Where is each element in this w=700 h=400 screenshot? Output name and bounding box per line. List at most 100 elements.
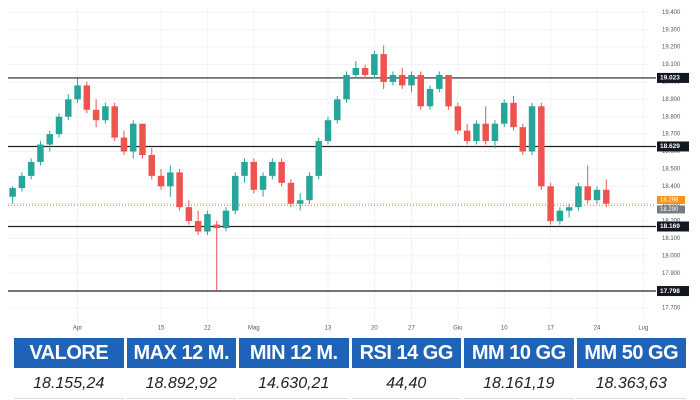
x-tick-label: 22 — [204, 326, 211, 332]
candle-body — [176, 172, 183, 208]
candle-body — [519, 127, 527, 152]
candle-body — [603, 189, 610, 204]
candle-body — [46, 134, 53, 145]
level-label: 18.169 — [660, 223, 680, 230]
candle-body — [398, 74, 406, 86]
stats-table: VALORE MAX 12 M. MIN 12 M. RSI 14 GG MM 10 G… — [14, 338, 686, 399]
candle-body — [222, 210, 230, 229]
level-tag — [657, 72, 689, 83]
candle-body — [463, 130, 471, 142]
candle-body — [9, 188, 16, 197]
candle-body — [102, 106, 109, 121]
table-header: VALORE — [14, 338, 124, 368]
candle-body — [417, 74, 424, 107]
candle-body — [167, 172, 174, 187]
y-tick-label: 17.900 — [662, 271, 681, 277]
level-tag — [657, 221, 689, 232]
candle-body — [352, 68, 360, 75]
y-tick-label: 19.400 — [662, 10, 681, 16]
table-value: 18.892,92 — [126, 368, 236, 399]
x-tick-label: 24 — [594, 326, 601, 332]
candle-body — [315, 141, 322, 176]
candle-body — [593, 189, 601, 201]
table-value: 18.363,63 — [576, 368, 686, 399]
candle-body — [306, 175, 313, 201]
x-tick-label: Apr — [73, 326, 82, 332]
candle-body — [278, 161, 285, 183]
level-label: 19.023 — [660, 75, 680, 82]
candle-body — [129, 123, 137, 152]
candle-body — [584, 186, 591, 201]
table-header: MAX 12 M. — [126, 338, 236, 368]
x-tick-label: Giu — [453, 326, 462, 332]
candle-body — [287, 182, 295, 204]
candle-body — [250, 161, 258, 190]
candle-body — [241, 161, 248, 176]
candle-body — [380, 54, 387, 82]
candle-body — [27, 161, 35, 176]
table-value: 44,40 — [351, 368, 461, 399]
candle-body — [445, 74, 452, 107]
candle-body — [185, 207, 193, 222]
candle-body — [120, 137, 128, 152]
candle-body — [510, 102, 517, 128]
y-tick-label: 19.200 — [662, 45, 681, 51]
candle-body — [500, 102, 508, 124]
candle-body — [371, 54, 378, 75]
y-tick-label: 18.900 — [662, 97, 681, 103]
y-tick-label: 18.600 — [662, 149, 681, 155]
candle-body — [343, 74, 350, 100]
table-header: MM 50 GG — [576, 338, 686, 368]
candle-body — [111, 106, 118, 138]
table-value: 14.630,21 — [239, 368, 349, 399]
x-tick-label: 17 — [547, 326, 554, 332]
level-tag — [657, 286, 689, 297]
level-tag — [657, 141, 689, 152]
candle-body — [389, 74, 397, 82]
y-tick-label: 18.400 — [662, 184, 681, 190]
candle-body — [148, 154, 156, 176]
candle-body — [194, 221, 202, 232]
candle-body — [18, 175, 26, 189]
price-label: 18.298 — [660, 198, 679, 204]
candle-body — [575, 186, 582, 208]
candle-body — [232, 175, 239, 211]
candle-body — [204, 214, 211, 232]
x-tick-label: Lug — [638, 326, 648, 332]
y-tick-label: 18.500 — [662, 166, 681, 172]
x-tick-label: 15 — [158, 326, 165, 332]
price-tag — [657, 205, 685, 214]
candle-body — [324, 120, 332, 142]
candle-body — [426, 88, 434, 107]
candle-body — [454, 106, 462, 131]
candle-body — [556, 210, 564, 222]
y-tick-label: 18.800 — [662, 114, 681, 120]
candle-body — [408, 74, 415, 86]
table-header: RSI 14 GG — [351, 338, 461, 368]
candle-body — [213, 224, 220, 229]
price-label: 18.290 — [660, 207, 679, 213]
x-tick-label: 20 — [371, 326, 378, 332]
candle-body — [361, 68, 369, 75]
x-tick-label: Mag — [248, 326, 260, 332]
table-value: 18.155,24 — [14, 368, 124, 399]
candle-body — [55, 116, 63, 135]
candle-body — [65, 99, 72, 117]
table-value: 18.161,19 — [464, 368, 574, 399]
chart: 17.70017.80017.90018.00018.10018.20018.3… — [8, 8, 689, 332]
candle-body — [436, 74, 443, 89]
candle-body — [565, 207, 573, 211]
y-tick-label: 19.100 — [662, 62, 681, 68]
candle-body — [269, 161, 276, 176]
candle-body — [538, 106, 545, 187]
y-tick-label: 17.700 — [662, 306, 681, 312]
candle-body — [157, 175, 165, 187]
candle-body — [259, 175, 267, 190]
table-header: MIN 12 M. — [239, 338, 349, 368]
candle-body — [139, 123, 146, 155]
x-tick-label: 10 — [501, 326, 508, 332]
candle-body — [547, 186, 554, 222]
y-tick-label: 18.000 — [662, 253, 681, 259]
candle-body — [334, 99, 341, 121]
